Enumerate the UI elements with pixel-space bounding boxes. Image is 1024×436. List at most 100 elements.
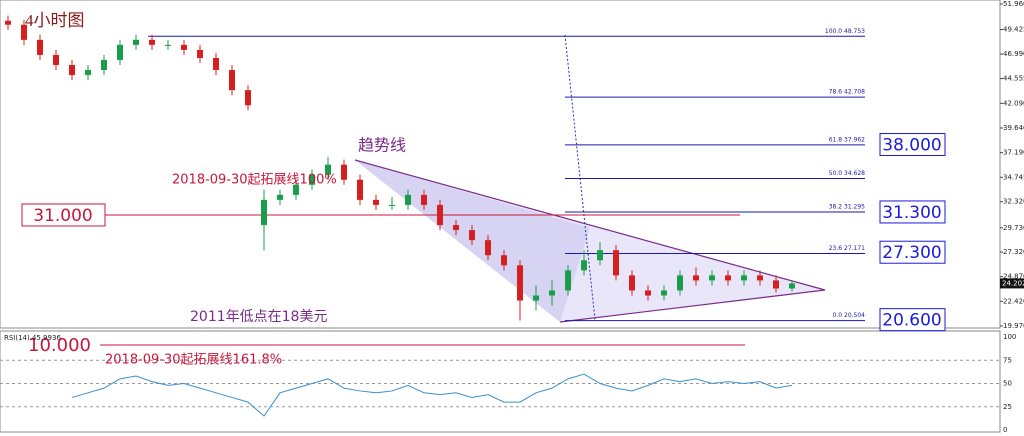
key-level-label: 27.300 (882, 243, 941, 263)
trendline-upper (354, 159, 826, 291)
main-panel (0, 0, 1001, 329)
annotation: 2018-09-30起拓展线161.8% (105, 353, 282, 368)
key-level-box (879, 308, 946, 332)
y-tick-label: 42.090 (1003, 99, 1024, 107)
rsi-tick-label: 25 (1003, 403, 1012, 411)
rsi-tick-label: 0 (1003, 426, 1007, 434)
candle-body (533, 295, 539, 301)
red-level-label: 31.000 (33, 206, 92, 226)
fib-label: 78.6 42.708 (829, 89, 865, 96)
candle-body (549, 290, 555, 296)
candle-body (213, 57, 219, 71)
candle-body (165, 44, 171, 46)
y-tick-label: 46.990 (1003, 50, 1024, 58)
rsi-tick-label: 75 (1003, 356, 1012, 364)
fib-label: 23.6 27.171 (829, 245, 865, 252)
y-tick-label: 22.420 (1003, 297, 1024, 305)
annotation: 10.000 (28, 335, 91, 356)
candle-body (517, 265, 523, 301)
key-level-box (879, 200, 946, 224)
candle-body (725, 275, 731, 281)
candle-body (565, 270, 571, 291)
trendline-lower (559, 289, 826, 323)
candle-body (85, 70, 91, 76)
key-level-label: 20.600 (882, 311, 941, 331)
candle-body (341, 164, 347, 180)
annotation: 2018-09-30起拓展线100% (172, 173, 337, 188)
y-tick-label: 32.320 (1003, 198, 1024, 206)
candle-body (229, 70, 235, 91)
fib-label: 0.0 20.504 (833, 312, 866, 319)
candle-body (453, 225, 459, 231)
y-tick-label: 51.960 (1003, 0, 1024, 8)
candle-body (613, 250, 619, 276)
rsi-line (71, 373, 793, 417)
key-level-label: 31.300 (882, 203, 941, 223)
candle-body (133, 39, 139, 45)
candle-body (69, 64, 75, 76)
fib-label: 38.2 31.295 (829, 204, 865, 211)
candle-body (373, 199, 379, 205)
candle-body (53, 54, 59, 65)
candle-body (389, 204, 395, 206)
candle-body (181, 44, 187, 50)
y-tick-label: 34.745 (1003, 173, 1024, 181)
red-level-box (21, 203, 106, 227)
candle-body (325, 164, 331, 175)
y-tick-label: 19.970 (1003, 322, 1024, 330)
candle-body (149, 39, 155, 45)
rsi-label: RSI(14) 45.9936 (4, 334, 61, 342)
candle-body (485, 240, 491, 256)
fib-label: 100.0 48.753 (825, 28, 865, 35)
candle-body (677, 275, 683, 291)
candle-body (261, 199, 267, 226)
y-tick-label: 44.555 (1003, 75, 1024, 83)
candle-body (309, 174, 315, 185)
candle-body (197, 49, 203, 58)
annotation: 趋势线 (358, 136, 406, 155)
candle-body (597, 250, 603, 261)
y-tick-label: 37.190 (1003, 149, 1024, 157)
candle-body (693, 275, 699, 281)
candle-body (5, 20, 11, 25)
candle-body (357, 179, 363, 200)
chart-title: 4小时图 (25, 11, 85, 30)
candle-body (245, 90, 251, 106)
candle-body (469, 230, 475, 241)
y-tick-label: 29.730 (1003, 224, 1024, 232)
candle-body (117, 44, 123, 60)
y-tick-label: 49.425 (1003, 26, 1024, 34)
candle-body (757, 275, 763, 281)
candle-body (629, 275, 635, 291)
candle-body (277, 194, 283, 200)
candle-body (789, 283, 795, 289)
candle-body (501, 255, 507, 266)
candle-body (293, 184, 299, 195)
candle-body (773, 280, 779, 289)
y-tick-label: 39.640 (1003, 124, 1024, 132)
rsi-panel (0, 330, 1001, 433)
fib-label: 61.8 37.962 (829, 136, 865, 143)
candle-body (709, 275, 715, 281)
y-tick-label: 27.320 (1003, 248, 1024, 256)
candle-body (421, 194, 427, 205)
candle-body (581, 260, 587, 271)
candle-body (661, 290, 667, 296)
rsi-tick-label: 100 (1003, 333, 1016, 341)
y-tick-label: 24.870 (1003, 273, 1024, 281)
key-level-box (879, 240, 946, 264)
rsi-tick-label: 50 (1003, 380, 1012, 388)
fib-label: 50.0 34.628 (829, 170, 865, 177)
key-level-label: 38.000 (882, 136, 941, 156)
key-level-box (879, 133, 946, 157)
candle-body (101, 59, 107, 71)
candle-body (21, 24, 27, 40)
candle-body (37, 39, 43, 55)
candle-body (437, 204, 443, 226)
candle-body (405, 194, 411, 205)
annotation: 2011年低点在18美元 (190, 309, 327, 325)
candle-body (645, 290, 651, 296)
last-price-label: 24.202 (1002, 279, 1024, 287)
